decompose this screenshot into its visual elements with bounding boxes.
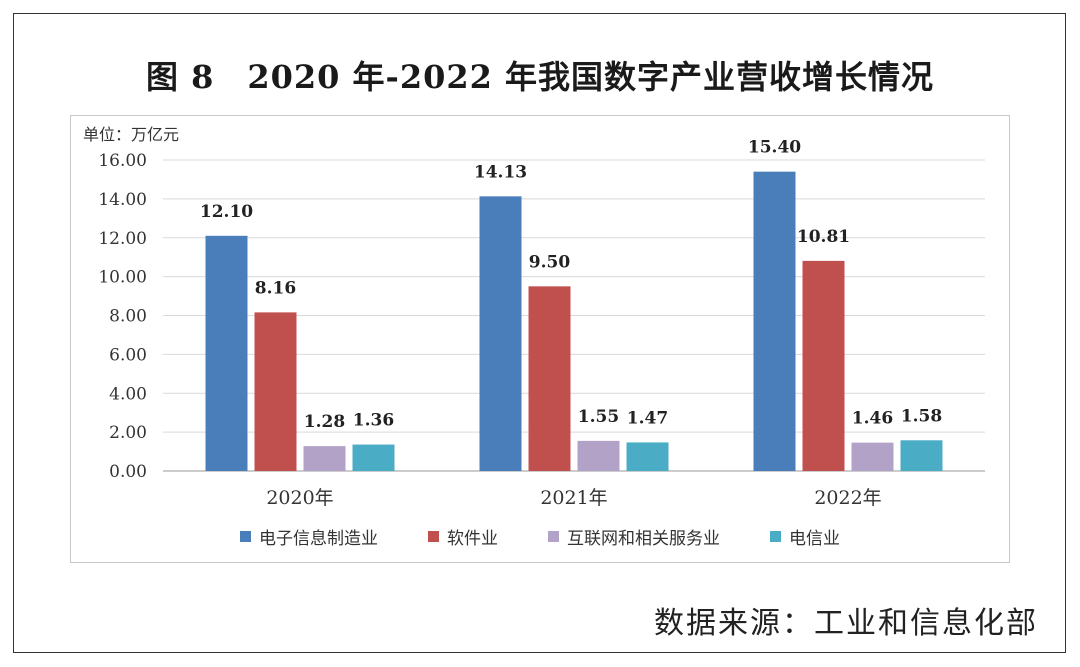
data-label: 14.13 [474,162,527,182]
y-tick-label: 2.00 [109,423,147,443]
data-label: 12.10 [200,202,253,222]
y-tick-label: 8.00 [109,307,147,327]
y-tick-label: 14.00 [98,190,147,210]
y-tick-label: 10.00 [98,268,147,288]
legend-item: 互联网和相关服务业 [548,524,720,549]
legend-label: 电信业 [789,529,840,549]
x-tick-label: 2021年 [540,487,607,509]
data-label: 1.55 [578,407,619,427]
figure-frame [13,13,1066,653]
legend-label: 软件业 [447,529,498,549]
y-tick-label: 0.00 [109,462,147,482]
chart-legend: 电子信息制造业 软件业 互联网和相关服务业 电信业 [0,524,1080,549]
bar [626,442,669,471]
data-label: 15.40 [748,138,801,158]
chart-area [70,115,1010,563]
bar [753,171,796,471]
bar [205,235,248,471]
bar [479,196,522,471]
legend-swatch [240,531,251,542]
data-label: 9.50 [529,252,571,272]
legend-label: 互联网和相关服务业 [567,529,720,549]
y-tick-label: 16.00 [98,151,147,171]
data-label: 1.58 [901,406,942,426]
bar [528,286,571,471]
y-tick-label: 4.00 [109,384,147,404]
legend-item: 软件业 [428,524,498,549]
data-label: 1.36 [353,411,394,431]
unit-label: 单位：万亿元 [83,125,180,144]
legend-swatch [548,531,559,542]
legend-swatch [428,531,439,542]
data-label: 1.28 [304,412,345,432]
legend-label: 电子信息制造业 [259,529,378,549]
data-label: 1.47 [627,408,668,428]
legend-item: 电信业 [770,524,840,549]
data-label: 10.81 [797,227,850,247]
data-label: 8.16 [255,278,296,298]
x-tick-label: 2022年 [814,487,881,509]
bar [254,312,297,471]
chart-title: 图 8 2020 年-2022 年我国数字产业营收增长情况 [145,58,935,96]
x-tick-label: 2020年 [266,487,333,509]
bar [900,440,943,471]
bar [802,260,845,471]
bar [577,440,620,471]
y-tick-label: 12.00 [98,229,147,249]
bar [851,442,894,471]
legend-swatch [770,531,781,542]
data-label: 1.46 [852,409,893,429]
y-tick-label: 6.00 [109,345,147,365]
data-source: 数据来源：工业和信息化部 [654,606,1038,641]
bar [303,446,346,471]
bar [352,444,395,471]
legend-item: 电子信息制造业 [240,524,378,549]
